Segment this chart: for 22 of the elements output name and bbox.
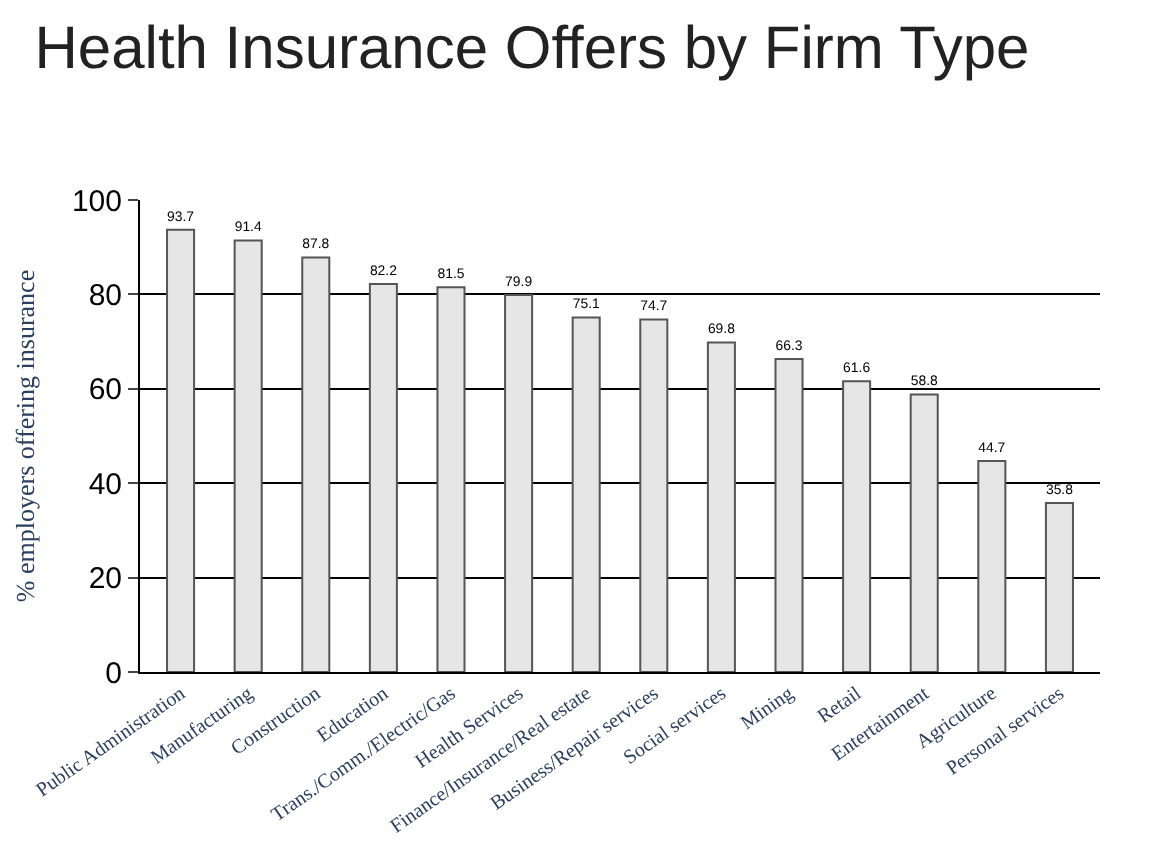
y-tick-label: 80 — [88, 278, 122, 313]
bar — [842, 380, 872, 672]
bar — [639, 318, 669, 672]
y-tick-label: 100 — [71, 184, 122, 219]
chart-title: Health Insurance Offers by Firm Type — [34, 15, 1030, 82]
bar — [977, 460, 1007, 672]
bar — [1044, 502, 1074, 672]
y-tick-label: 0 — [105, 656, 122, 691]
bar — [301, 256, 331, 672]
bar — [166, 228, 196, 672]
bar — [504, 293, 534, 672]
bar — [706, 341, 736, 672]
y-tick-label: 40 — [88, 467, 122, 502]
y-axis-title: % employers offering insurance — [9, 269, 40, 603]
bar — [233, 239, 263, 672]
y-tick-label: 20 — [88, 562, 122, 597]
y-tick-label: 60 — [88, 373, 122, 408]
bar — [909, 393, 939, 672]
bar — [774, 358, 804, 672]
bar — [571, 316, 601, 672]
bar — [368, 283, 398, 672]
bar — [436, 286, 466, 672]
